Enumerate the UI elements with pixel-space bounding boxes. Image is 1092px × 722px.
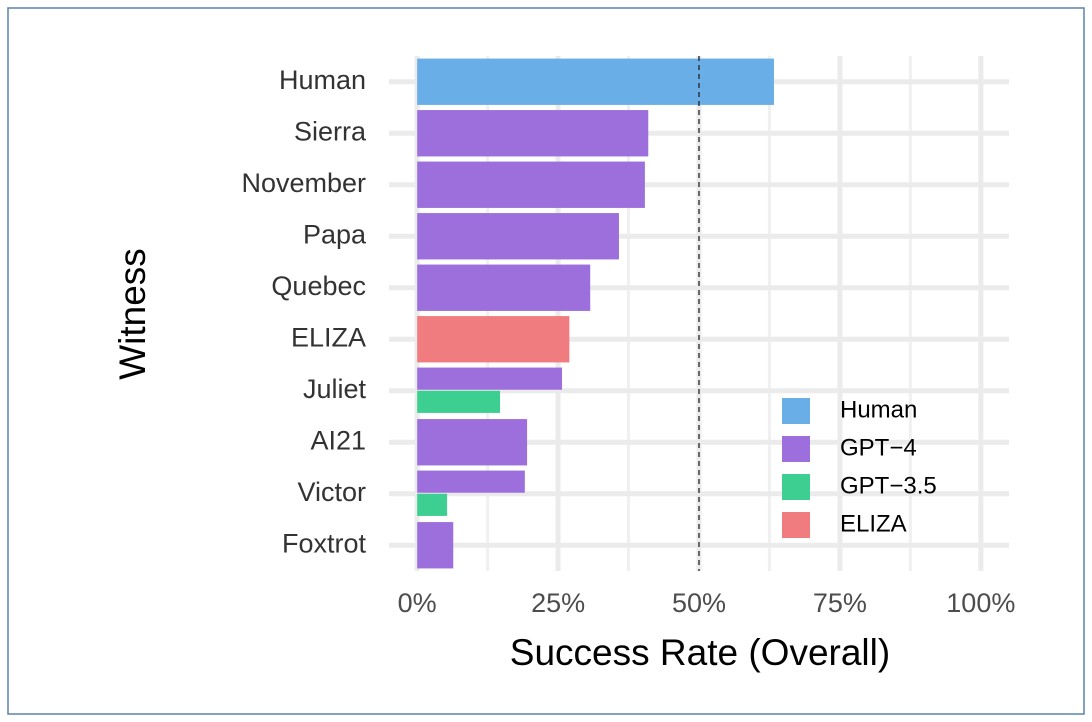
bar [417,493,448,516]
x-tick-label: 0% [398,588,437,618]
x-tick-label: 100% [946,588,1015,618]
bar [417,213,619,260]
bar [417,367,563,390]
bar [417,390,501,413]
y-tick-label: Juliet [303,374,367,404]
bar [417,316,570,363]
y-tick-label: Sierra [294,116,367,146]
legend-key [782,398,810,424]
y-tick-label: Foxtrot [282,528,367,558]
bar [417,110,649,157]
y-tick-label: Victor [297,477,366,507]
bar [417,522,454,569]
legend-label: GPT−4 [840,434,917,461]
y-tick-label: ELIZA [291,322,366,352]
x-tick-label: 50% [672,588,726,618]
x-tick-label: 25% [531,588,585,618]
y-axis-title: Witness [112,248,153,380]
legend-label: GPT−3.5 [840,472,937,499]
y-tick-label: Papa [303,219,367,249]
y-tick-label: Quebec [271,271,366,301]
x-axis-title: Success Rate (Overall) [510,632,890,673]
bar [417,264,591,311]
y-tick-label: AI21 [310,425,366,455]
legend-key [782,436,810,462]
legend-key [782,512,810,538]
bar [417,161,645,208]
legend-label: ELIZA [840,510,907,537]
y-tick-label: November [241,168,366,198]
bar [417,419,528,466]
y-tick-label: Human [279,65,366,95]
bar [417,58,774,105]
x-tick-label: 75% [813,588,867,618]
bar [417,470,525,493]
legend-key [782,474,810,500]
legend-label: Human [840,396,917,423]
